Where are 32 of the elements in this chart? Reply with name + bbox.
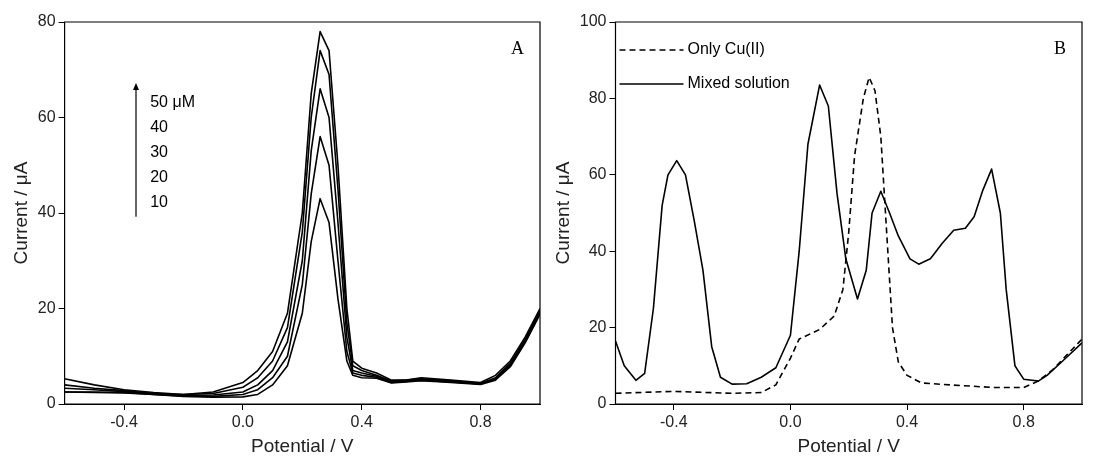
x-tick-label: 0.0 [779,413,802,431]
text: A [511,37,524,58]
annotation: 20 [150,167,169,185]
x-tick-label: 0.8 [469,413,492,431]
x-axis-title: Potential / V [797,434,901,456]
y-tick-label: 40 [37,203,56,221]
y-tick-label: 40 [588,241,607,259]
x-tick-label: 0.4 [350,413,373,431]
y-tick-label: 0 [597,394,607,412]
x-tick-label: -0.4 [110,413,138,431]
legend-label: Mixed solution [687,74,790,92]
y-axis-title: Current / μA [9,161,31,265]
y-tick-label: 20 [37,298,56,316]
annotation: 30 [150,142,169,160]
x-tick-label: 0.0 [231,413,255,431]
legend-label: Only Cu(II) [687,40,765,58]
annotation: 50 μM [150,92,195,110]
x-tick-label: 0.4 [895,413,919,431]
y-tick-label: 0 [46,394,56,412]
annotation: 40 [150,117,169,135]
y-tick-label: 20 [588,318,607,336]
y-tick-label: 60 [588,165,607,183]
y-tick-label: 80 [37,12,56,30]
y-axis-title: Current / μA [551,161,573,265]
y-tick-label: 100 [579,12,607,30]
y-tick-label: 60 [37,107,56,125]
x-tick-label: 0.8 [1012,413,1035,431]
x-axis-title: Potential / V [251,434,354,456]
y-tick-label: 80 [588,88,607,106]
text: B [1053,37,1066,58]
x-tick-label: -0.4 [660,413,688,431]
annotation: 10 [150,192,169,210]
